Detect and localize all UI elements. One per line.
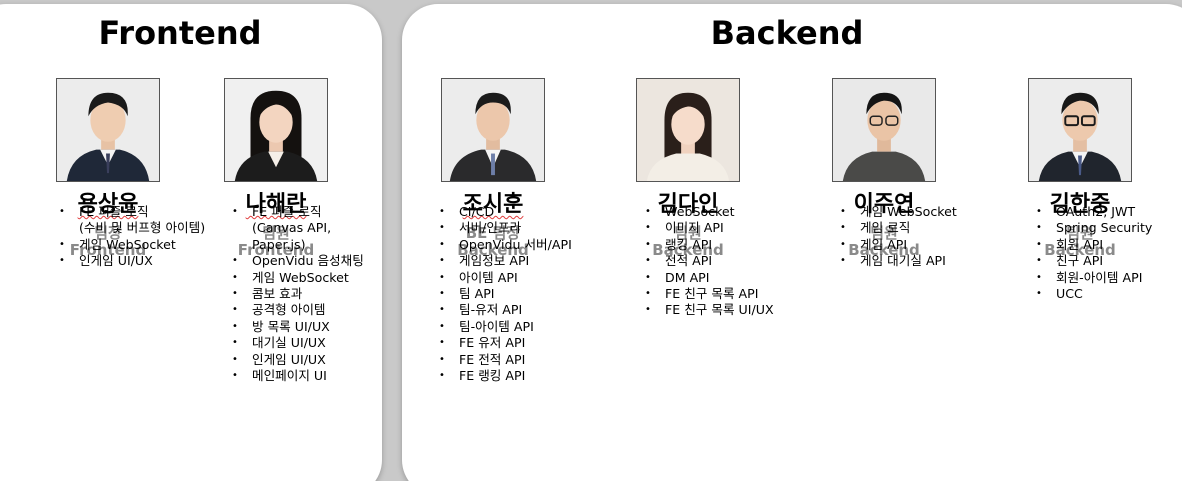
task-item: 팀-아이템 API	[439, 319, 572, 336]
task-item: OAuth2, JWT	[1036, 204, 1152, 221]
task-list: OAuth2, JWT Spring Security 회원 API 친구 AP…	[1036, 204, 1152, 303]
profile-photo	[832, 78, 936, 182]
profile-photo	[636, 78, 740, 182]
task-item: OpenVidu 서버/API	[439, 237, 572, 254]
task-item: 게임정보 API	[439, 253, 572, 270]
task-item: 게임 WebSocket	[232, 270, 364, 287]
task-item: FE 유저 API	[439, 335, 572, 352]
task-list: CI/CD 서버/인프라 OpenVidu 서버/API 게임정보 API 아이…	[439, 204, 572, 385]
profile-photo	[441, 78, 545, 182]
member-role: 팀원	[262, 224, 290, 242]
task-item: WebSocket	[645, 204, 774, 221]
task-item: FE 친구 목록 API	[645, 286, 774, 303]
task-list: WebSocket 이미지 API 랭킹 API 전적 API DM API F…	[645, 204, 774, 319]
task-item: 인게임 UI/UX	[232, 352, 364, 369]
task-list: 게임 WebSocket 게임 로직 게임 API 게임 대기실 API	[840, 204, 957, 270]
task-item: 회원-아이템 API	[1036, 270, 1152, 287]
task-item: 랭킹 API	[645, 237, 774, 254]
task-item: CI/CD	[439, 204, 572, 221]
task-item: 공격형 아이템	[232, 302, 364, 319]
task-item-continued: Paper.js)	[252, 236, 306, 252]
task-item: 이미지 API	[645, 220, 774, 237]
task-item: 팀-유저 API	[439, 302, 572, 319]
task-item: 전적 API	[645, 253, 774, 270]
task-item-continued: (Canvas API,	[252, 220, 332, 236]
task-item: UCC	[1036, 286, 1152, 303]
task-item: DM API	[645, 270, 774, 287]
task-item: FE 랭킹 API	[439, 368, 572, 385]
task-item: Spring Security	[1036, 220, 1152, 237]
task-item: 게임 대기실 API	[840, 253, 957, 270]
task-item: 방 목록 UI/UX	[232, 319, 364, 336]
task-item: 메인페이지 UI	[232, 368, 364, 385]
task-list: FE 퍼즐 로직 (수비 및 버프형 아이템) 게임 WebSocket 인게임…	[59, 204, 205, 270]
task-item: 친구 API	[1036, 253, 1152, 270]
profile-photo	[224, 78, 328, 182]
task-item: FE 친구 목록 UI/UX	[645, 302, 774, 319]
task-item: 회원 API	[1036, 237, 1152, 254]
task-item: 게임 로직	[840, 220, 957, 237]
profile-photo	[1028, 78, 1132, 182]
task-item-continued: (수비 및 버프형 아이템)	[79, 220, 206, 236]
task-item: FE 퍼즐 로직	[59, 204, 205, 221]
frontend-section-title: Frontend	[98, 14, 262, 52]
task-item: 팀 API	[439, 286, 572, 303]
task-item: 게임 WebSocket	[59, 237, 205, 254]
task-item: 대기실 UI/UX	[232, 335, 364, 352]
profile-photo	[56, 78, 160, 182]
task-item: FE 퍼즐 로직	[232, 204, 364, 221]
task-item: 게임 WebSocket	[840, 204, 957, 221]
task-item: 콤보 효과	[232, 286, 364, 303]
task-item: 아이템 API	[439, 270, 572, 287]
task-item: 인게임 UI/UX	[59, 253, 205, 270]
task-item: OpenVidu 음성채팅	[232, 253, 364, 270]
task-list: FE 퍼즐 로직 (Canvas API, Paper.js) OpenVidu…	[232, 204, 364, 385]
backend-section-title: Backend	[710, 14, 864, 52]
task-item: 서버/인프라	[439, 220, 572, 237]
task-item: FE 전적 API	[439, 352, 572, 369]
task-item: 게임 API	[840, 237, 957, 254]
